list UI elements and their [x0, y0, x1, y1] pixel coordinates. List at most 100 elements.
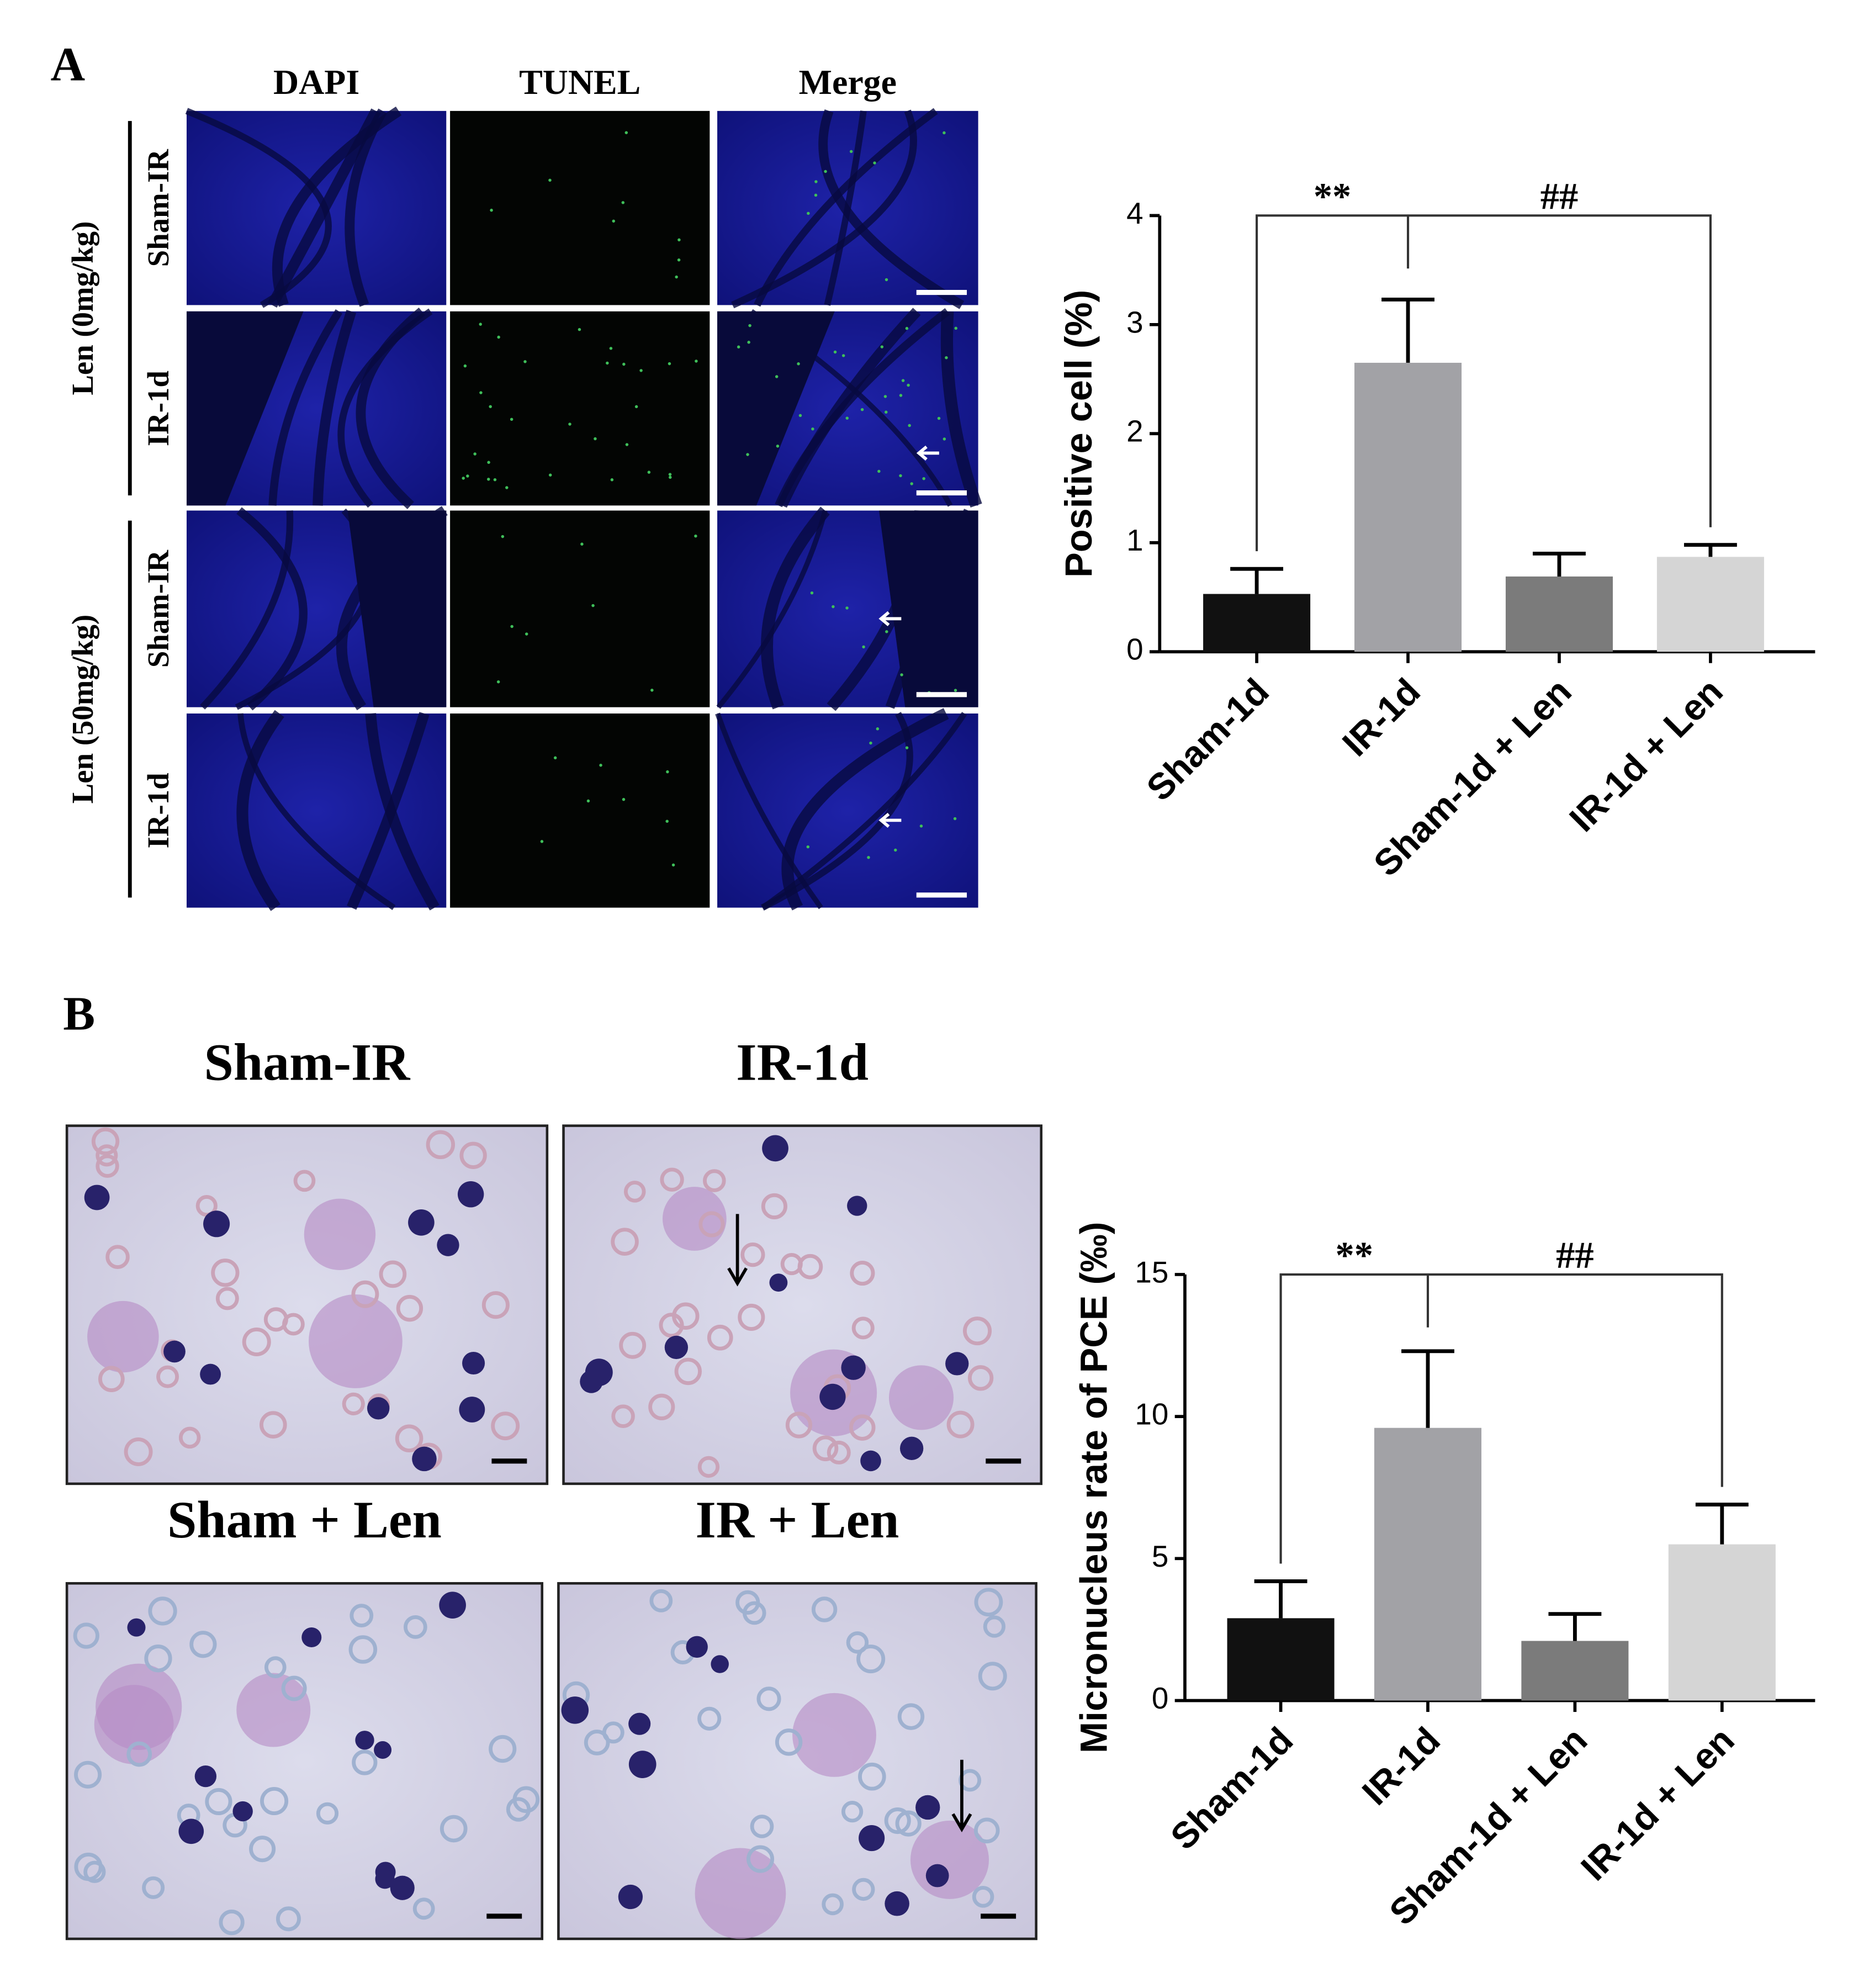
nucleated-cell [367, 1397, 390, 1420]
nucleated-cell [885, 1891, 909, 1916]
bar [1521, 1641, 1629, 1701]
micrograph [186, 506, 448, 711]
rbc [756, 1686, 781, 1711]
tunel-dot [845, 606, 849, 610]
tunel-dot [580, 542, 584, 546]
group-label: Len (50mg/kg) [66, 615, 99, 803]
tunel-dot [841, 354, 845, 357]
tunel-dot [905, 326, 909, 330]
rbc [619, 1331, 647, 1359]
cell-cluster [888, 1365, 954, 1430]
tunel-dot [867, 855, 870, 859]
tunel-dot [748, 324, 751, 327]
rbc [648, 1393, 675, 1420]
tissue-gap [337, 308, 433, 508]
tunel-dot [806, 845, 810, 849]
tissue-gap [761, 712, 913, 911]
tunel-dot [860, 408, 864, 411]
rbc [849, 1414, 876, 1441]
rbc [189, 1631, 217, 1658]
significance-label: ** [1336, 1234, 1373, 1276]
tunel-dot [634, 405, 638, 409]
tunel-dot [832, 605, 835, 609]
smear-image [557, 1582, 1037, 1941]
tunel-dot [489, 405, 492, 409]
rbc [156, 1365, 179, 1388]
rbc [897, 1703, 925, 1730]
arrow [727, 1214, 748, 1287]
tunel-dot [922, 477, 925, 480]
tunel-dot [810, 591, 814, 595]
row-label: Sham-IR [141, 149, 175, 267]
rbc [512, 1786, 540, 1813]
tissue-gap [731, 109, 917, 309]
y-axis-label: Positive cell (%) [1057, 290, 1100, 578]
tunel-dot [606, 361, 609, 365]
tunel-dot [876, 727, 880, 731]
rbc [205, 1788, 232, 1816]
error-bar [1401, 1349, 1454, 1428]
y-tick-label: 1 [1126, 523, 1143, 557]
rbc [396, 1294, 423, 1322]
tunel-dot [610, 478, 614, 482]
rbc [403, 1615, 427, 1639]
tunel-dot [880, 345, 884, 348]
tunel-dot [910, 482, 913, 485]
significance-bracket [1256, 214, 1712, 552]
y-tick-label: 2 [1126, 414, 1143, 448]
dark-region [347, 510, 447, 707]
image-bg [186, 713, 447, 908]
dark-region [186, 311, 304, 506]
arrow [878, 611, 902, 627]
tunel-dot [625, 443, 629, 446]
tunel-dot [548, 473, 552, 477]
tunel-dot [908, 424, 911, 427]
tunel-dot [650, 689, 654, 692]
nucleated-cell [915, 1795, 940, 1820]
nucleated-cell [301, 1627, 322, 1648]
rbc [674, 1357, 702, 1386]
tunel-dot [525, 632, 528, 636]
nucleated-cell [412, 1446, 437, 1472]
x-tick-label: Sham-1d [1163, 1720, 1301, 1858]
tunel-dot [894, 848, 897, 852]
tunel-dot [937, 416, 941, 420]
rbc [426, 1130, 456, 1160]
rbc [946, 1410, 975, 1439]
rbc [459, 1141, 487, 1169]
tunel-dot [612, 219, 616, 223]
bar [1227, 1618, 1335, 1701]
arrow [951, 1759, 972, 1833]
rbc [611, 1228, 639, 1256]
tunel-dot [885, 630, 888, 633]
tissue-gap [754, 108, 938, 307]
column-header: Merge [799, 62, 897, 102]
rbc [83, 1860, 106, 1883]
nucleated-cell [859, 1825, 885, 1852]
significance-bracket [1279, 1273, 1723, 1564]
nucleated-cell [769, 1273, 788, 1292]
nucleated-cell [618, 1884, 643, 1910]
bar [1203, 594, 1311, 652]
image-bg [450, 110, 710, 305]
tunel-dot [885, 278, 888, 282]
micrograph [450, 713, 710, 908]
tunel-dot [647, 470, 651, 474]
image-bg [450, 311, 710, 506]
smear-image [562, 1124, 1043, 1485]
micrograph [450, 110, 710, 305]
rbc [124, 1437, 153, 1466]
tunel-dot [899, 474, 902, 478]
dark-region [717, 311, 835, 506]
rbc [348, 1635, 378, 1664]
nucleated-cell [200, 1363, 221, 1385]
x-tick-label: IR-1d + Len [1562, 671, 1731, 840]
cell-cluster [87, 1300, 159, 1373]
rbc [105, 1245, 130, 1269]
error-bar [1381, 297, 1434, 363]
tunel-dot [877, 469, 881, 473]
nucleated-cell [819, 1383, 846, 1410]
tunel-dot [905, 746, 909, 749]
x-tick-label: Sham-1d [1139, 671, 1277, 809]
nucleated-cell [408, 1209, 435, 1236]
